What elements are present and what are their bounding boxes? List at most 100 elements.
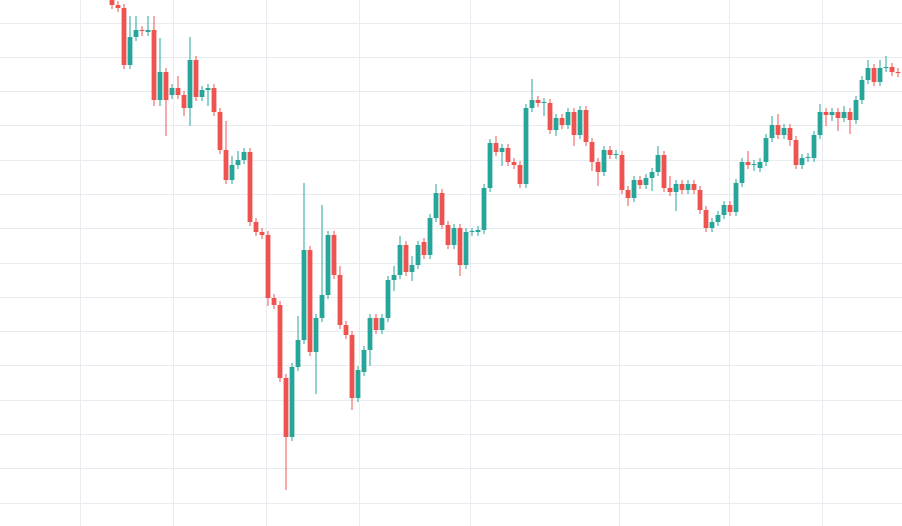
- candle-body: [661, 155, 667, 188]
- candle-body: [415, 245, 421, 265]
- candle-body: [439, 193, 445, 225]
- candle-body: [151, 30, 157, 100]
- candle-body: [883, 67, 889, 68]
- candle-body: [433, 193, 439, 218]
- candle-body: [475, 230, 481, 232]
- candle-body: [253, 222, 259, 232]
- candle-body: [541, 102, 547, 103]
- candle-body: [445, 225, 451, 245]
- candle-body: [643, 178, 649, 185]
- candle-body: [649, 172, 655, 178]
- candle-body: [865, 68, 871, 80]
- candle-body: [817, 112, 823, 135]
- candle-body: [529, 100, 535, 108]
- candle-body: [859, 80, 865, 100]
- candle-body: [211, 88, 217, 112]
- candle-body: [265, 235, 271, 298]
- candle-body: [553, 118, 559, 130]
- candle-body: [655, 155, 661, 172]
- candle-body: [289, 367, 295, 437]
- candle-body: [571, 112, 577, 135]
- candle-body: [337, 275, 343, 325]
- candle-body: [139, 30, 145, 31]
- candle-body: [685, 184, 691, 190]
- candle-body: [739, 162, 745, 183]
- candle-body: [583, 110, 589, 142]
- candle-body: [613, 154, 619, 155]
- candle-body: [469, 231, 475, 232]
- candle-body: [457, 228, 463, 265]
- candle-body: [589, 142, 595, 162]
- candle-body: [109, 0, 115, 5]
- candle-body: [217, 112, 223, 150]
- candle-body: [283, 378, 289, 437]
- candle-body: [829, 112, 835, 115]
- candle-body: [775, 125, 781, 135]
- candle-body: [295, 340, 301, 367]
- candle-body: [769, 125, 775, 138]
- candle-body: [895, 72, 901, 73]
- candle-body: [181, 95, 187, 108]
- candle-body: [127, 37, 133, 65]
- candle-body: [625, 190, 631, 198]
- candle-body: [187, 60, 193, 108]
- candle-body: [523, 108, 529, 184]
- candle-body: [811, 135, 817, 158]
- candle-body: [391, 275, 397, 280]
- candle-body: [259, 232, 265, 235]
- candle-body: [577, 110, 583, 135]
- candle-body: [607, 150, 613, 155]
- candle-body: [535, 100, 541, 103]
- candle-body: [331, 235, 337, 275]
- candle-body: [637, 180, 643, 185]
- candle-body: [277, 305, 283, 378]
- candle-body: [631, 180, 637, 198]
- candle-body: [115, 5, 121, 8]
- candle-body: [157, 72, 163, 100]
- candle-body: [229, 165, 235, 180]
- candle-body: [889, 67, 895, 72]
- candle-body: [169, 88, 175, 95]
- candle-body: [673, 184, 679, 192]
- candle-body: [163, 72, 169, 100]
- candle-body: [175, 88, 181, 95]
- candle-body: [427, 218, 433, 255]
- candle-body: [367, 318, 373, 350]
- candle-body: [703, 210, 709, 228]
- candle-body: [325, 235, 331, 295]
- candle-body: [781, 128, 787, 135]
- candle-body: [511, 162, 517, 165]
- candle-body: [727, 205, 733, 212]
- candle-body: [223, 150, 229, 180]
- candle-body: [721, 205, 727, 215]
- candle-body: [877, 68, 883, 82]
- candle-body: [481, 188, 487, 230]
- candle-body: [451, 228, 457, 245]
- candle-body: [745, 162, 751, 165]
- candle-body: [751, 164, 757, 165]
- candle-body: [799, 158, 805, 165]
- candle-body: [835, 112, 841, 118]
- candle-body: [463, 232, 469, 265]
- candle-body: [199, 90, 205, 97]
- candle-body: [601, 150, 607, 172]
- candle-body: [397, 245, 403, 275]
- candle-body: [421, 242, 427, 255]
- candle-body: [667, 188, 673, 192]
- candle-body: [373, 318, 379, 330]
- candle-body: [853, 100, 859, 120]
- candle-body: [205, 88, 211, 90]
- candle-body: [679, 184, 685, 190]
- candle-body: [379, 318, 385, 330]
- candle-body: [691, 184, 697, 190]
- candle-body: [697, 190, 703, 210]
- candle-body: [841, 112, 847, 118]
- candle-body: [133, 30, 139, 37]
- candle-body: [403, 245, 409, 272]
- candle-body: [487, 143, 493, 188]
- candle-body: [307, 250, 313, 352]
- candle-body: [805, 157, 811, 158]
- candle-body: [241, 152, 247, 160]
- candle-body: [361, 350, 367, 372]
- candle-body: [517, 165, 523, 184]
